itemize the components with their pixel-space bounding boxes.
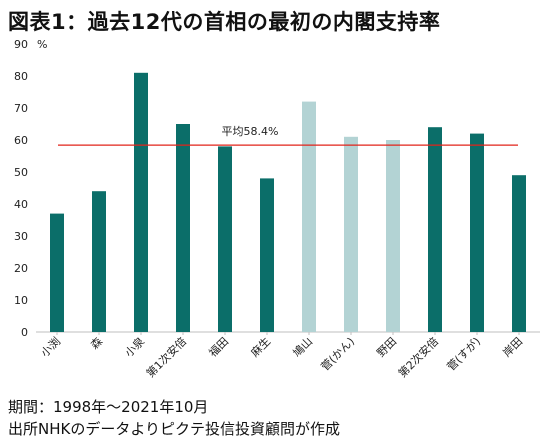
source-note: 出所NHKのデータよりピクテ投信投資顧問が作成	[8, 420, 341, 438]
bar-4	[176, 124, 190, 332]
x-tick-label: 鳩山	[290, 334, 315, 359]
y-tick-label: 20	[14, 262, 28, 275]
y-axis-unit: %	[37, 38, 47, 51]
x-tick-label: 福田	[206, 334, 231, 359]
x-tick-label: 麻生	[248, 334, 273, 359]
x-tick-label: 第2次安倍	[395, 334, 441, 380]
bar-10	[428, 127, 442, 332]
y-tick-label: 0	[21, 326, 28, 339]
y-tick-label: 70	[14, 102, 28, 115]
bar-7	[302, 101, 316, 332]
x-tick-label: 森	[87, 334, 105, 352]
bar-12	[512, 175, 526, 332]
average-label: 平均58.4%	[222, 125, 279, 138]
x-tick-label: 第1次安倍	[143, 334, 189, 380]
x-tick-label: 菅(すが)	[444, 334, 483, 373]
x-tick-label: 小泉	[122, 334, 147, 359]
x-tick-label: 小渕	[38, 334, 63, 359]
bar-11	[470, 133, 484, 332]
page-title: 図表1：過去12代の首相の最初の内閣支持率	[8, 10, 441, 34]
bar-8	[344, 136, 358, 332]
y-tick-label: 10	[14, 294, 28, 307]
bar-3	[134, 72, 148, 333]
bar-9	[386, 140, 400, 332]
bar-6	[260, 178, 274, 332]
y-tick-label: 90	[14, 38, 28, 51]
y-tick-label: 60	[14, 134, 28, 147]
y-tick-label: 50	[14, 166, 28, 179]
x-tick-label: 菅(かん)	[319, 335, 358, 374]
y-tick-label: 30	[14, 230, 28, 243]
y-tick-label: 40	[14, 198, 28, 211]
period-note: 期間：1998年～2021年10月	[8, 398, 209, 416]
bar-5	[218, 146, 232, 332]
bar-2	[92, 191, 106, 332]
bar-1	[50, 213, 64, 332]
x-tick-label: 岸田	[500, 335, 525, 360]
x-tick-label: 野田	[374, 335, 399, 360]
y-tick-label: 80	[14, 70, 28, 83]
